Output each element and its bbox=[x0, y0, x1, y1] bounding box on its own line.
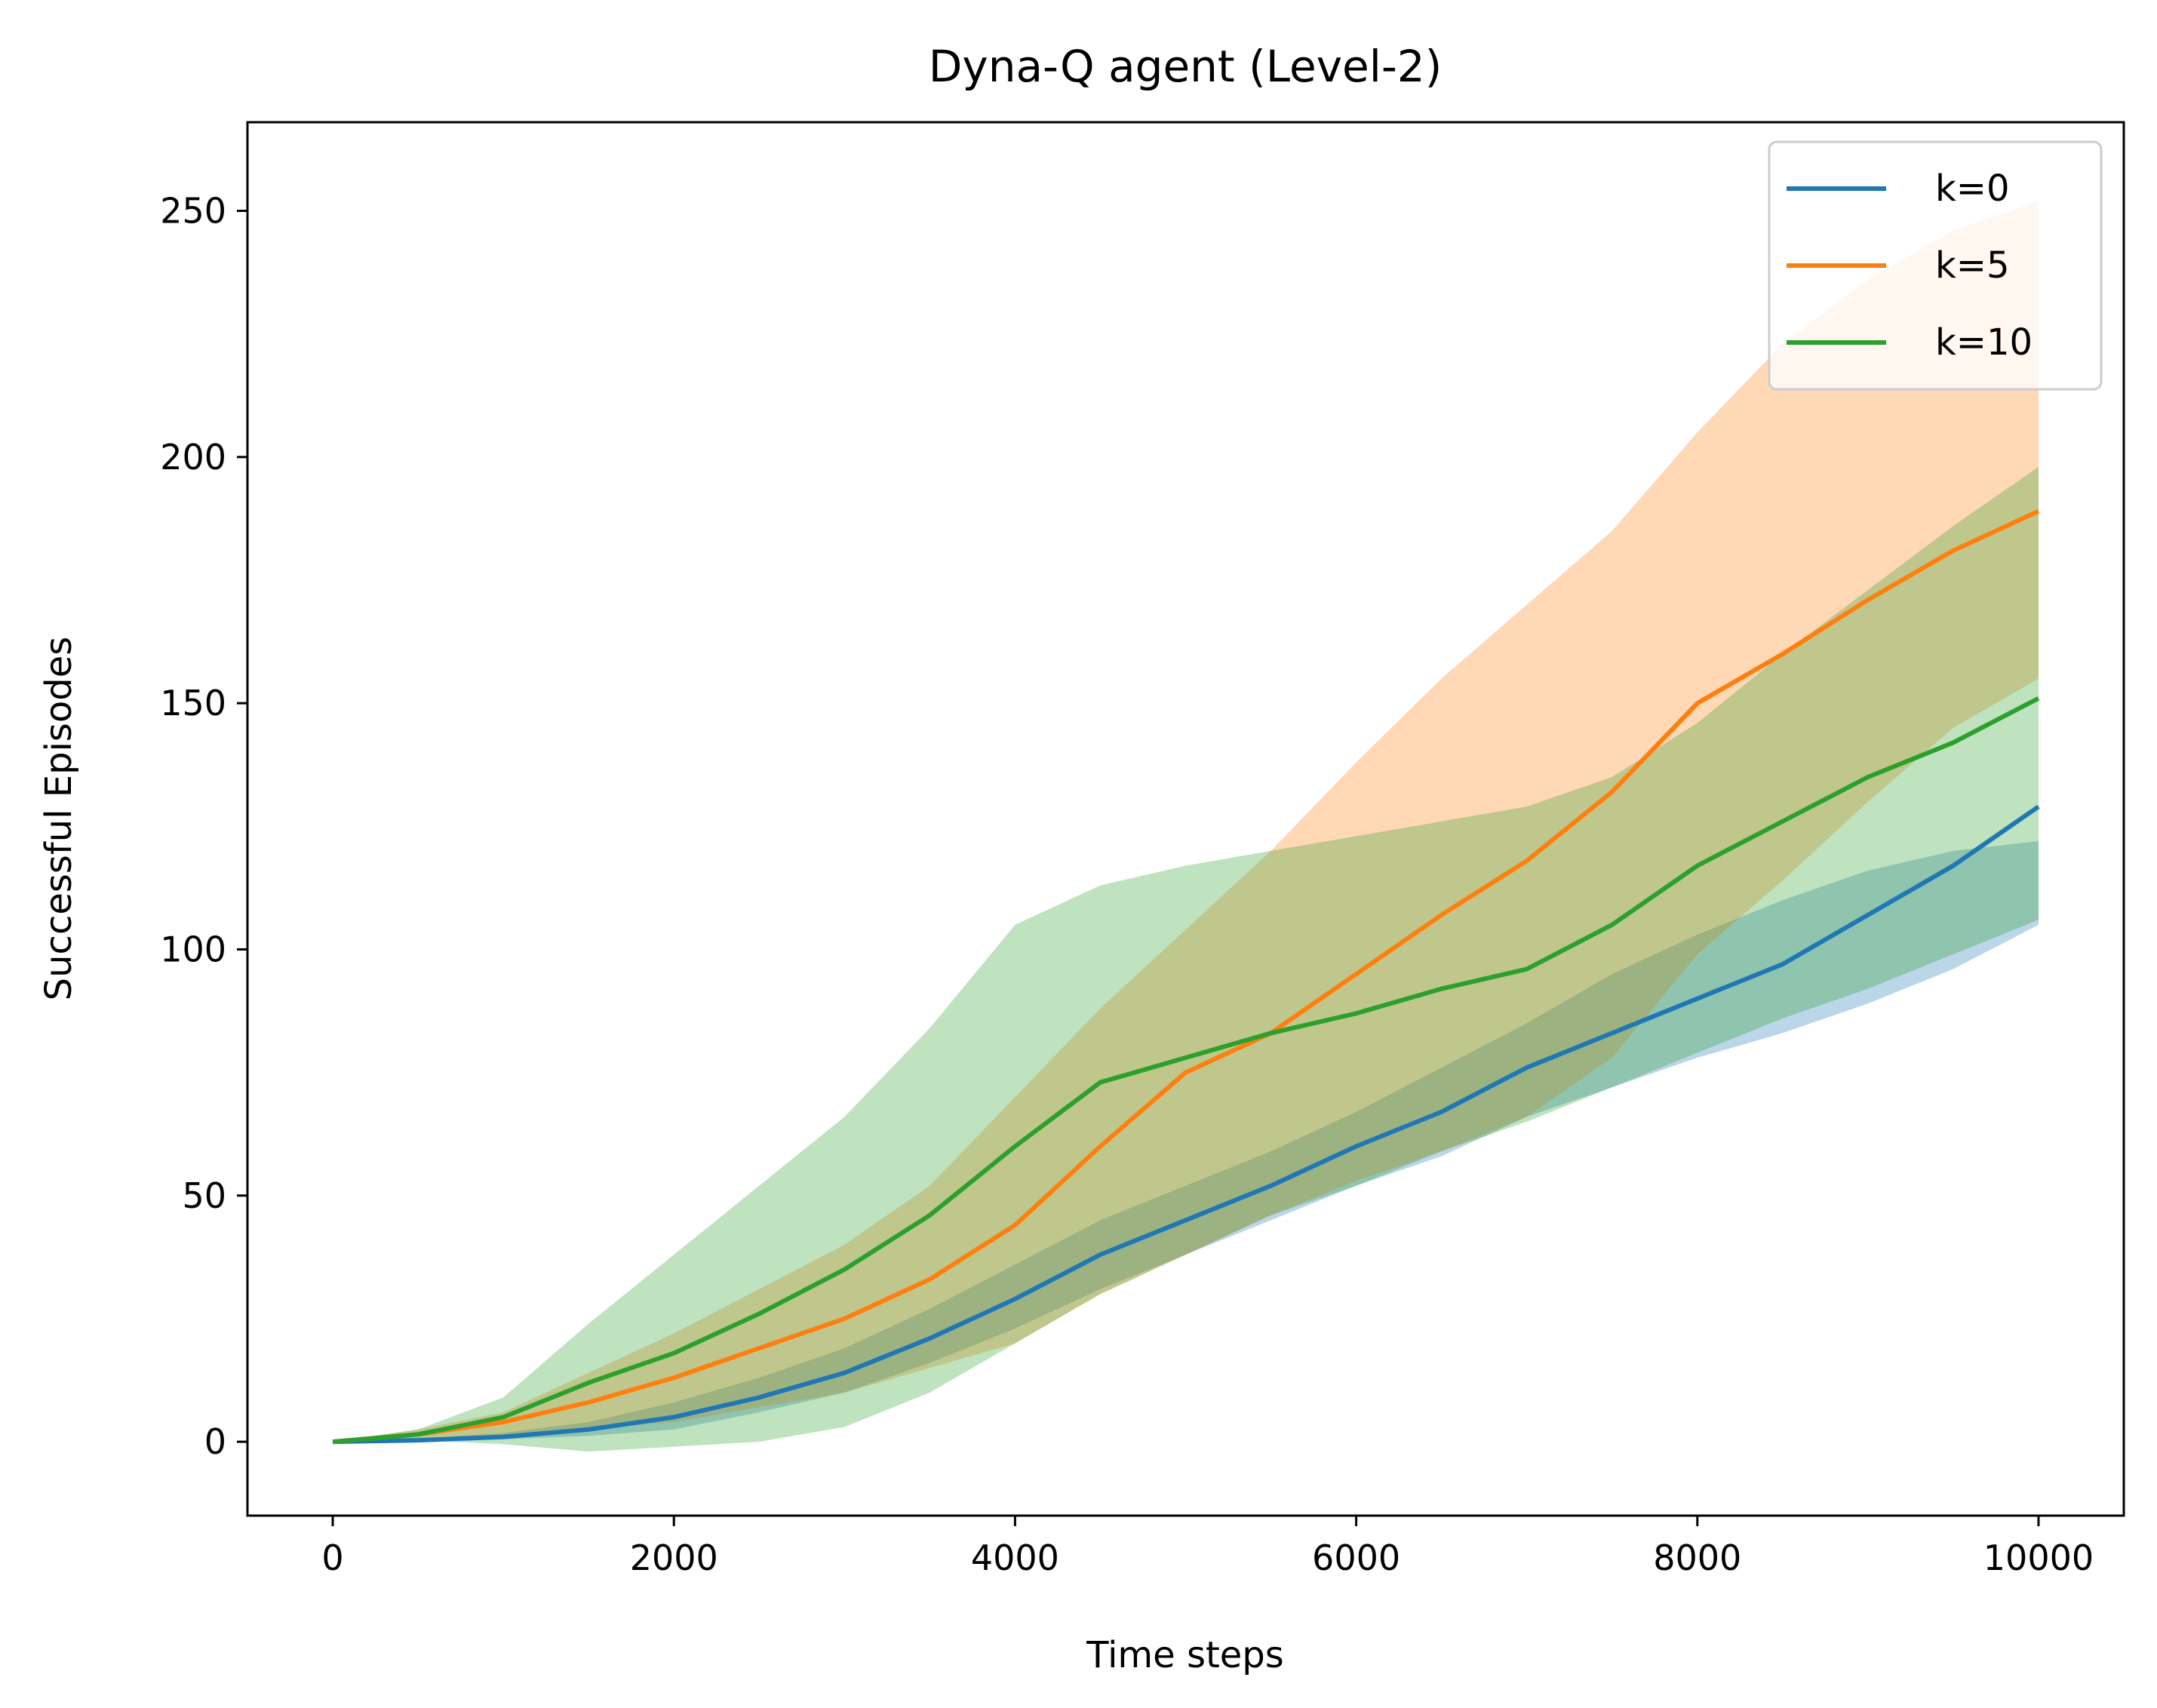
x-axis-ticks: 0 2000 4000 6000 8000 10000 bbox=[321, 1516, 2094, 1578]
legend-label-k10: k=10 bbox=[1935, 321, 2033, 364]
x-tick-label-5: 10000 bbox=[1983, 1538, 2094, 1578]
x-tick-label-1: 2000 bbox=[630, 1538, 718, 1578]
y-tick-label-1: 50 bbox=[182, 1175, 226, 1216]
y-tick-label-0: 0 bbox=[204, 1421, 226, 1462]
series-lines bbox=[332, 508, 2040, 1445]
x-tick-label-3: 6000 bbox=[1312, 1538, 1400, 1578]
y-tick-label-3: 150 bbox=[160, 683, 226, 723]
x-tick-label-0: 0 bbox=[321, 1538, 343, 1578]
band-k10 bbox=[333, 466, 2039, 1452]
series-line-k0 bbox=[332, 804, 2040, 1445]
x-axis-label: Time steps bbox=[1086, 1634, 1284, 1676]
legend: k=0 k=5 k=10 bbox=[1768, 140, 2103, 391]
plot-frame bbox=[246, 121, 2125, 1517]
series-line-k10 bbox=[332, 696, 2040, 1445]
band-k0 bbox=[333, 840, 2039, 1442]
legend-box bbox=[1768, 140, 2103, 391]
y-tick-label-4: 200 bbox=[160, 437, 226, 478]
chart-title: Dyna-Q agent (Level-2) bbox=[929, 41, 1443, 92]
y-tick-label-5: 250 bbox=[160, 190, 226, 231]
x-tick-label-4: 8000 bbox=[1653, 1538, 1741, 1578]
series-line-k5 bbox=[332, 508, 2040, 1445]
y-axis-label: Successful Episodes bbox=[38, 637, 80, 1001]
y-tick-label-2: 100 bbox=[160, 929, 226, 969]
legend-label-k5: k=5 bbox=[1935, 244, 2010, 287]
legend-label-k0: k=0 bbox=[1935, 167, 2010, 210]
x-tick-label-2: 4000 bbox=[971, 1538, 1059, 1578]
y-axis-ticks: 0 50 100 150 200 250 bbox=[160, 190, 247, 1462]
